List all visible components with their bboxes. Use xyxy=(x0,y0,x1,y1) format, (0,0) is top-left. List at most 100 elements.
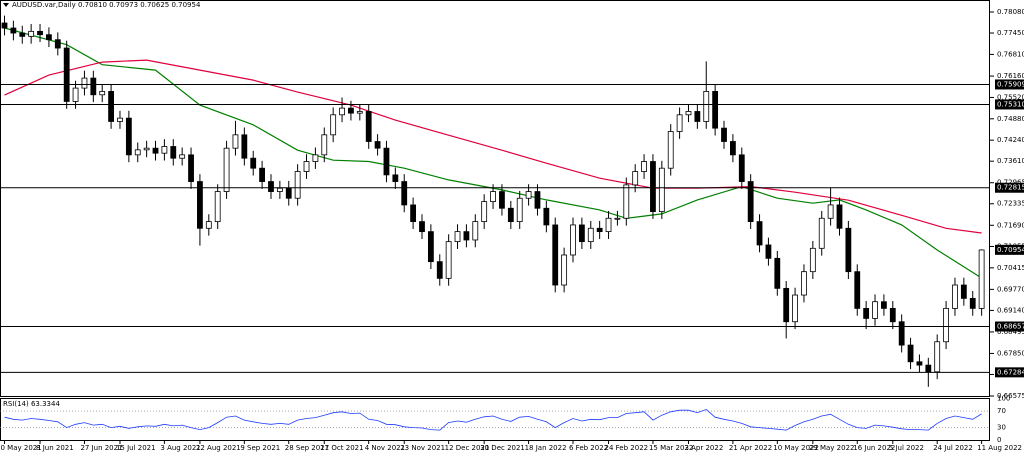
candle-body xyxy=(365,111,372,142)
level-label: 0.68657 xyxy=(997,323,1024,331)
candle-body xyxy=(801,271,807,296)
last-price-label: 0.70954 xyxy=(997,246,1024,254)
candle-body xyxy=(427,231,434,263)
candle-body xyxy=(881,301,887,309)
candle-body xyxy=(809,247,816,273)
candle-body xyxy=(37,30,43,36)
candle-body xyxy=(614,217,621,220)
y-tick-label: 0.76810 xyxy=(997,50,1024,58)
candle-body xyxy=(703,91,710,122)
candle-body xyxy=(276,187,283,192)
candle-body xyxy=(205,221,212,229)
candle-body xyxy=(792,294,798,323)
candle-body xyxy=(152,147,159,154)
rsi-frame xyxy=(0,398,990,441)
candle-body xyxy=(570,224,576,256)
y-tick-label: 0.72965 xyxy=(997,179,1024,187)
candle-body xyxy=(99,91,106,96)
candle-body xyxy=(410,204,417,223)
y-tick-label: 0.71690 xyxy=(997,221,1024,229)
x-tick-label: 29 May 2022 xyxy=(809,444,855,452)
x-tick-label: 30 Dec 2021 xyxy=(480,444,525,452)
candle-body xyxy=(978,249,985,309)
candle-body xyxy=(836,204,843,229)
candle-body xyxy=(223,147,230,192)
candle-body xyxy=(179,154,186,159)
x-tick-label: 16 Jun 2022 xyxy=(853,444,895,452)
candle-body xyxy=(19,32,26,37)
candle-body xyxy=(294,171,301,199)
x-tick-label: 5 Jul 2022 xyxy=(889,444,924,452)
candle-body xyxy=(641,161,647,172)
candle-body xyxy=(481,201,488,223)
candle-body xyxy=(1,22,8,29)
candle-body xyxy=(81,77,88,89)
candle-body xyxy=(943,307,949,343)
y-tick-label: 0.68495 xyxy=(997,328,1024,336)
candle-body xyxy=(445,241,452,279)
candle-body xyxy=(436,261,443,279)
candle-body xyxy=(667,131,674,169)
x-tick-label: 4 Nov 2021 xyxy=(365,444,405,452)
candle-body xyxy=(969,297,976,309)
candle-body xyxy=(312,154,319,162)
rsi-tick-label: 100 xyxy=(997,395,1010,403)
y-tick-label: 0.69140 xyxy=(997,306,1024,314)
candle-body xyxy=(578,224,585,243)
candle-body xyxy=(46,34,52,41)
candle-body xyxy=(330,114,337,136)
candle-body xyxy=(534,191,541,209)
x-tick-label: 10 May 2022 xyxy=(773,444,819,452)
candle-body xyxy=(934,341,941,373)
candle-body xyxy=(10,27,17,34)
rsi-label: RSI(14) 63.3344 xyxy=(3,400,60,408)
candle-body xyxy=(250,157,257,169)
candle-body xyxy=(650,161,656,212)
candle-body xyxy=(170,146,177,159)
candle-body xyxy=(54,39,61,49)
y-tick-label: 0.73610 xyxy=(997,157,1024,165)
level-box xyxy=(995,321,1024,332)
y-tick-label: 0.66575 xyxy=(997,392,1024,400)
x-tick-label: 3 Aug 2021 xyxy=(160,444,200,452)
candle-body xyxy=(925,364,932,373)
candle-body xyxy=(507,207,514,223)
candle-body xyxy=(134,149,141,156)
y-tick-label: 0.67850 xyxy=(997,349,1024,357)
x-tick-label: 3 Apr 2022 xyxy=(684,444,723,452)
price-frame xyxy=(0,0,990,397)
candle-body xyxy=(854,271,861,309)
x-tick-label: 17 Oct 2021 xyxy=(320,444,363,452)
x-tick-label: 21 Apr 2022 xyxy=(729,444,772,452)
x-tick-label: 12 Dec 2021 xyxy=(445,444,490,452)
candle-body xyxy=(712,91,719,129)
candle-body xyxy=(117,117,123,122)
candle-body xyxy=(561,254,568,286)
candle-body xyxy=(72,87,79,102)
level-box xyxy=(995,79,1024,90)
x-tick-label: 9 Sep 2021 xyxy=(240,444,280,452)
candle-body xyxy=(827,204,834,219)
rsi-line xyxy=(4,408,982,431)
header-arrow xyxy=(3,3,9,7)
y-tick-label: 0.69770 xyxy=(997,285,1024,293)
candle-body xyxy=(907,344,914,363)
x-tick-label: 28 Sep 2021 xyxy=(285,444,329,452)
y-tick-label: 0.75520 xyxy=(997,93,1024,101)
candle-body xyxy=(63,47,70,102)
candle-body xyxy=(241,134,248,159)
candle-body xyxy=(161,146,168,154)
rsi-tick-label: 30 xyxy=(997,424,1006,432)
candle-body xyxy=(632,171,639,186)
candle-body xyxy=(454,231,461,243)
candle-body xyxy=(552,224,559,286)
candle-body xyxy=(383,147,390,176)
candle-body xyxy=(285,187,292,199)
candle-body xyxy=(845,227,852,273)
candle-body xyxy=(232,134,239,149)
x-tick-label: 18 Jan 2022 xyxy=(525,444,567,452)
candle-body xyxy=(463,231,470,241)
candle-body xyxy=(143,147,150,151)
